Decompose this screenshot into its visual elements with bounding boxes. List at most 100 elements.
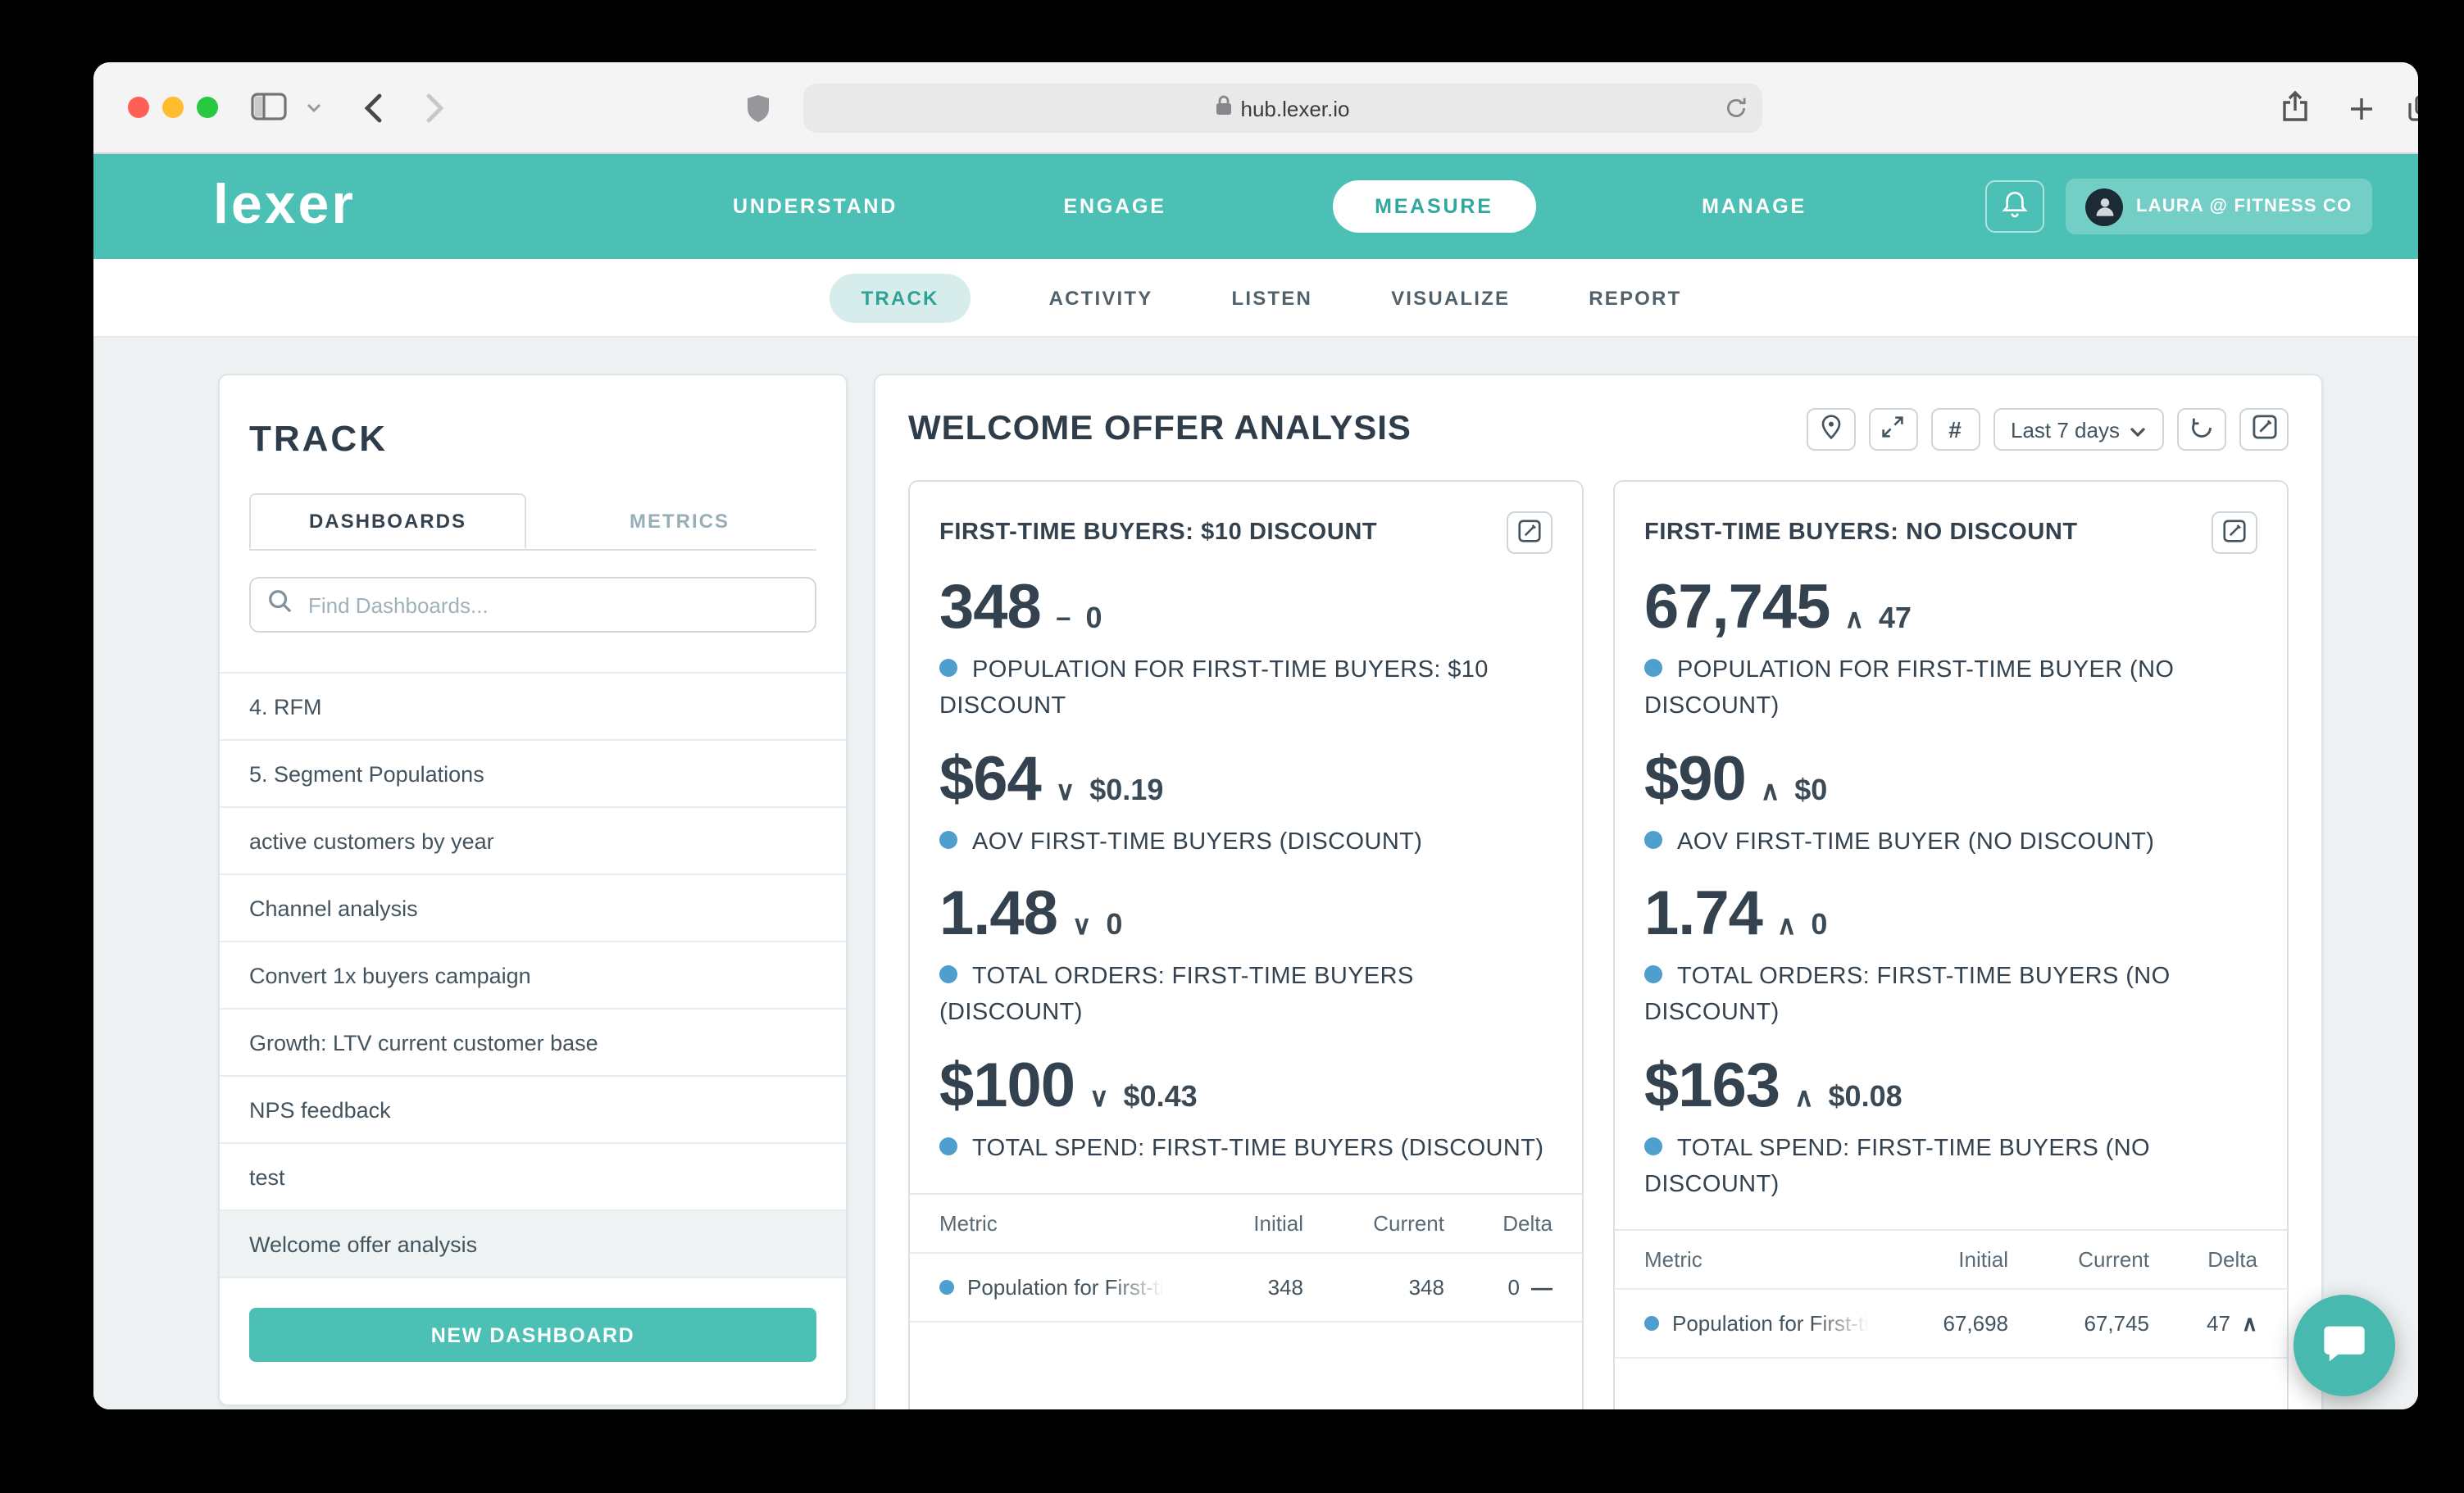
table-row[interactable]: Population for First-ti 348 348 0— — [910, 1254, 1582, 1323]
measure-subnav: TRACK ACTIVITY LISTEN VISUALIZE REPORT — [93, 259, 2418, 338]
metric-block: 67,745 ∧ 47 POPULATION FOR FIRST-TIME BU… — [1644, 574, 2257, 725]
edit-icon — [2252, 415, 2276, 444]
chevron-down-icon[interactable] — [307, 103, 321, 113]
metric-table: Metric Initial Current Delta Population … — [1615, 1229, 2287, 1359]
nav-understand[interactable]: UNDERSTAND — [733, 195, 898, 218]
zoom-button[interactable] — [197, 97, 218, 118]
sidebar-toggle-icon[interactable] — [251, 92, 287, 121]
bell-icon — [2002, 189, 2028, 224]
metric-block: $100 ∨ $0.43 TOTAL SPEND: FIRST-TIME BUY… — [939, 1052, 1553, 1167]
share-icon[interactable] — [2282, 90, 2308, 123]
card-title: FIRST-TIME BUYERS: NO DISCOUNT — [1644, 520, 2078, 546]
panel-toolbar: # Last 7 days — [1806, 408, 2289, 451]
list-item[interactable]: Convert 1x buyers campaign — [220, 942, 846, 1010]
browser-toolbar: hub.lexer.io — [93, 62, 2418, 154]
edit-card-button[interactable] — [2212, 511, 2257, 554]
list-item-selected[interactable]: Welcome offer analysis — [220, 1211, 846, 1278]
metric-value: 348 — [939, 574, 1042, 642]
metric-delta: $0.08 — [1828, 1079, 1903, 1113]
chevron-down-icon — [2130, 417, 2146, 442]
metric-value: $90 — [1644, 745, 1747, 815]
trend-up-icon: ∧ — [1794, 1084, 1814, 1113]
tab-metrics[interactable]: METRICS — [630, 510, 730, 533]
date-range-select[interactable]: Last 7 days — [1993, 408, 2164, 451]
list-item[interactable]: Growth: LTV current customer base — [220, 1010, 846, 1077]
pin-button[interactable] — [1806, 408, 1855, 451]
trend-up-icon: ∧ — [1844, 606, 1864, 634]
nav-manage[interactable]: MANAGE — [1702, 195, 1807, 218]
address-bar[interactable]: hub.lexer.io — [803, 84, 1762, 133]
sidebar-tabs: DASHBOARDS METRICS — [249, 493, 816, 551]
metric-delta: 0 — [1811, 908, 1828, 941]
tab-activity[interactable]: ACTIVITY — [1048, 286, 1153, 309]
metric-dot-icon — [1644, 830, 1662, 849]
search-input[interactable] — [305, 591, 798, 619]
list-item[interactable]: NPS feedback — [220, 1077, 846, 1144]
tab-report[interactable]: REPORT — [1589, 286, 1682, 309]
list-item[interactable]: 4. RFM — [220, 674, 846, 741]
metric-delta: 0 — [1085, 601, 1102, 634]
tab-dashboards[interactable]: DASHBOARDS — [249, 493, 526, 549]
metric-dot-icon — [939, 1137, 957, 1155]
metric-block: 348 − 0 POPULATION FOR FIRST-TIME BUYERS… — [939, 574, 1553, 725]
lexer-logo[interactable]: lexer — [213, 174, 356, 236]
list-item[interactable]: 5. Segment Populations — [220, 741, 846, 808]
trend-up-icon: ∧ — [2241, 1310, 2257, 1336]
minimize-button[interactable] — [162, 97, 184, 118]
tab-visualize[interactable]: VISUALIZE — [1391, 286, 1511, 309]
metric-delta: $0.43 — [1123, 1079, 1198, 1113]
nav-engage[interactable]: ENGAGE — [1063, 195, 1166, 218]
search-icon — [267, 588, 292, 621]
table-row[interactable]: Population for First-ti 67,698 67,745 47… — [1615, 1291, 2287, 1359]
lock-icon — [1216, 93, 1231, 123]
metric-label: AOV FIRST-TIME BUYER (NO DISCOUNT) — [1644, 824, 2257, 860]
nav-measure[interactable]: MEASURE — [1332, 180, 1536, 233]
trend-down-icon: ∨ — [1055, 778, 1075, 806]
notifications-button[interactable] — [1985, 180, 2044, 233]
user-menu[interactable]: LAURA @ FITNESS CO — [2066, 179, 2372, 234]
new-dashboard-button[interactable]: NEW DASHBOARD — [249, 1308, 816, 1362]
close-button[interactable] — [128, 97, 149, 118]
metric-value: 1.48 — [939, 880, 1058, 949]
metric-dot-icon — [1644, 964, 1662, 983]
metric-card-no-discount: FIRST-TIME BUYERS: NO DISCOUNT 67,745 ∧ … — [1613, 480, 2289, 1409]
metric-block: 1.48 ∨ 0 TOTAL ORDERS: FIRST-TIME BUYERS… — [939, 880, 1553, 1032]
metric-label: POPULATION FOR FIRST-TIME BUYERS: $10 DI… — [939, 656, 1489, 720]
new-tab-icon[interactable] — [2349, 97, 2374, 121]
dashboard-search[interactable] — [249, 577, 816, 633]
shield-icon[interactable] — [746, 93, 771, 123]
date-range-value: Last 7 days — [2011, 417, 2120, 442]
back-icon[interactable] — [364, 93, 382, 123]
edit-card-button[interactable] — [1507, 511, 1553, 554]
tabs-overview-icon[interactable] — [2408, 95, 2418, 121]
pin-icon — [1821, 415, 1840, 444]
tab-track[interactable]: TRACK — [830, 273, 971, 322]
tab-listen[interactable]: LISTEN — [1231, 286, 1313, 309]
metric-label: TOTAL ORDERS: FIRST-TIME BUYERS (NO DISC… — [1644, 963, 2171, 1027]
panel-header: WELCOME OFFER ANALYSIS # — [908, 408, 2289, 451]
app-header: lexer UNDERSTAND ENGAGE MEASURE MANAGE L… — [93, 154, 2418, 259]
avatar — [2085, 188, 2123, 225]
resize-button[interactable] — [1868, 408, 1917, 451]
main-nav: UNDERSTAND ENGAGE MEASURE MANAGE — [733, 154, 1807, 259]
refresh-icon — [2190, 415, 2213, 443]
list-item[interactable]: test — [220, 1144, 846, 1211]
forward-icon[interactable] — [426, 93, 444, 123]
edit-dashboard-button[interactable] — [2239, 408, 2289, 451]
dashboard-panel: WELCOME OFFER ANALYSIS # — [874, 374, 2323, 1409]
reload-icon[interactable] — [1725, 97, 1748, 125]
list-item[interactable]: active customers by year — [220, 808, 846, 875]
browser-window: hub.lexer.io lexer UNDERSTAND ENGAGE MEA… — [93, 62, 2418, 1409]
chat-launcher[interactable] — [2294, 1295, 2395, 1396]
list-item[interactable]: Channel analysis — [220, 875, 846, 942]
metric-block: $90 ∧ $0 AOV FIRST-TIME BUYER (NO DISCOU… — [1644, 746, 2257, 860]
metric-card-discount: FIRST-TIME BUYERS: $10 DISCOUNT 348 − 0 — [908, 480, 1584, 1409]
grid-button[interactable]: # — [1930, 408, 1980, 451]
metric-label: TOTAL ORDERS: FIRST-TIME BUYERS (DISCOUN… — [939, 963, 1414, 1027]
page-content: TRACK DASHBOARDS METRICS 4. RFM 5. Segme… — [93, 338, 2418, 1409]
metric-block: $64 ∨ $0.19 AOV FIRST-TIME BUYERS (DISCO… — [939, 746, 1553, 860]
refresh-button[interactable] — [2177, 408, 2226, 451]
grid-icon: # — [1948, 416, 1962, 442]
metric-value: 67,745 — [1644, 574, 1830, 642]
